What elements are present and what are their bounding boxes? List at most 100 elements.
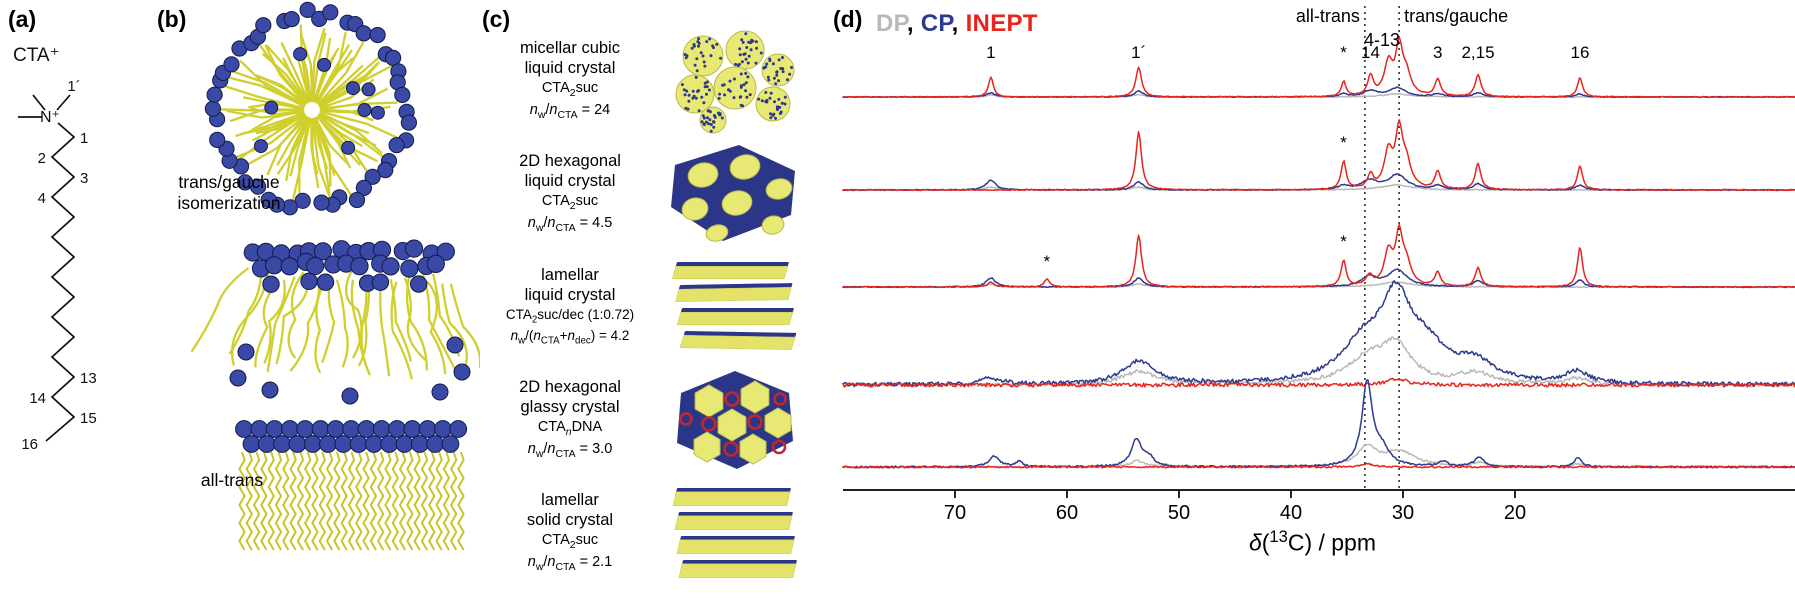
headgroup-dot bbox=[732, 95, 736, 99]
phase-name: liquid crystal bbox=[524, 171, 616, 190]
headgroup bbox=[365, 435, 383, 453]
headgroup bbox=[313, 242, 332, 261]
trace-dp-row4 bbox=[842, 336, 1795, 388]
micelle-tail bbox=[220, 74, 306, 108]
micelle-head bbox=[346, 81, 360, 96]
headgroup-dot bbox=[766, 75, 770, 79]
x-tick-label: 70 bbox=[944, 502, 966, 524]
micelle-head bbox=[260, 191, 277, 208]
peak-label-2,15: 2,15 bbox=[1461, 43, 1494, 62]
headgroup-dot bbox=[781, 66, 785, 70]
headgroup-dot bbox=[775, 69, 779, 73]
headgroup bbox=[395, 435, 414, 453]
headgroup-dot bbox=[700, 119, 704, 123]
alltrans-tail bbox=[362, 451, 370, 551]
headgroup-dot bbox=[747, 40, 751, 44]
headgroup bbox=[311, 420, 330, 438]
headgroup bbox=[441, 435, 460, 453]
trace-cp-row4 bbox=[842, 280, 1795, 388]
headgroup-dot bbox=[750, 38, 754, 42]
headgroup-dot bbox=[712, 113, 716, 117]
headgroup-dot bbox=[776, 107, 779, 111]
alltrans-tail bbox=[442, 451, 451, 551]
phase-name: lamellar bbox=[541, 491, 599, 510]
alltrans-tail bbox=[267, 451, 275, 551]
phase-ratio: nw/nCTA = 3.0 bbox=[527, 440, 613, 460]
headgroup bbox=[262, 275, 280, 293]
nitrogen-label: N⁺ bbox=[40, 109, 60, 126]
disordered-tail bbox=[441, 283, 468, 368]
headgroup bbox=[235, 420, 253, 438]
headgroup-dot bbox=[702, 116, 706, 120]
headgroup bbox=[280, 257, 299, 276]
phase-text: lamellar liquid crystal CTA2suc/dec (1:0… bbox=[480, 266, 660, 346]
phase-name: lamellar bbox=[541, 266, 599, 285]
headgroup-dot bbox=[717, 96, 721, 100]
phase-name: 2D hexagonal bbox=[519, 152, 621, 171]
trace-cp-row5 bbox=[842, 379, 1795, 469]
x-axis-label: δ(13C) / ppm bbox=[1248, 527, 1377, 556]
headgroup-dot bbox=[755, 46, 759, 50]
micelle-head bbox=[283, 11, 300, 28]
micelle-head bbox=[348, 191, 366, 209]
trace-inept-row2 bbox=[842, 119, 1795, 192]
atom-number-1prime: 1´ bbox=[67, 78, 80, 95]
phase-text: micellar cubic liquid crystal CTA2suc nw… bbox=[480, 39, 660, 121]
cylinder-hexagon bbox=[740, 379, 770, 414]
headgroup-dot bbox=[703, 81, 707, 85]
micelle-tail bbox=[266, 114, 307, 176]
headgroup bbox=[303, 435, 322, 453]
headgroup-dot bbox=[709, 129, 713, 133]
legend-cp: CP bbox=[920, 10, 952, 37]
headgroup-dot bbox=[705, 84, 709, 88]
headgroup bbox=[410, 435, 429, 453]
micelle-tail bbox=[251, 109, 305, 132]
headgroup-dot bbox=[711, 43, 715, 47]
micelle-tail bbox=[317, 56, 380, 107]
micelle-tail bbox=[317, 64, 364, 106]
atom-number-3: 3 bbox=[80, 170, 88, 187]
headgroup-dot bbox=[744, 88, 748, 92]
disordered-tail bbox=[289, 276, 321, 372]
headgroup-dot bbox=[703, 64, 707, 68]
headgroup-dot bbox=[747, 54, 751, 58]
alltrans-tail bbox=[245, 451, 254, 551]
micelle-tail bbox=[298, 117, 311, 199]
micelle-head bbox=[294, 192, 311, 209]
headgroup bbox=[426, 435, 445, 453]
headgroup-dot bbox=[748, 92, 752, 96]
phase-compound: CTA2suc bbox=[541, 79, 599, 99]
disordered-tail bbox=[190, 267, 250, 353]
headgroup-dot bbox=[775, 73, 779, 77]
alltrans-tail bbox=[289, 451, 297, 551]
headgroup-dot bbox=[683, 92, 687, 96]
disordered-tail bbox=[405, 274, 429, 371]
headgroup bbox=[371, 273, 390, 291]
trace-inept-row1 bbox=[842, 36, 1795, 99]
phase-icon-cell bbox=[660, 480, 810, 586]
headgroup bbox=[250, 420, 269, 438]
micelle-head bbox=[313, 194, 330, 211]
micelle-tail bbox=[261, 52, 309, 104]
headgroup-dot bbox=[697, 41, 701, 45]
micelle-head bbox=[364, 168, 381, 185]
micelle-head bbox=[341, 140, 356, 155]
micelle-tail bbox=[313, 117, 355, 199]
phase-name: liquid crystal bbox=[524, 285, 616, 304]
headgroup bbox=[388, 420, 406, 438]
headgroup bbox=[400, 259, 419, 278]
peak-label-3: 3 bbox=[1433, 43, 1442, 62]
headgroup-dot bbox=[769, 91, 773, 95]
headgroup-dot bbox=[684, 55, 688, 59]
alltrans-tail bbox=[398, 451, 407, 551]
alltrans-tail bbox=[420, 451, 429, 551]
phase-ratio: nw/nCTA = 2.1 bbox=[527, 553, 613, 573]
headgroup-dot bbox=[682, 87, 686, 91]
spectra-legend: DP, CP, INEPT bbox=[876, 10, 1038, 38]
alltrans-tail bbox=[340, 451, 348, 551]
alltrans-tail bbox=[318, 451, 327, 551]
headgroup-dot bbox=[746, 74, 750, 78]
headgroup-dot bbox=[746, 61, 750, 64]
headgroup bbox=[237, 343, 255, 361]
headgroup-dot bbox=[704, 120, 708, 124]
